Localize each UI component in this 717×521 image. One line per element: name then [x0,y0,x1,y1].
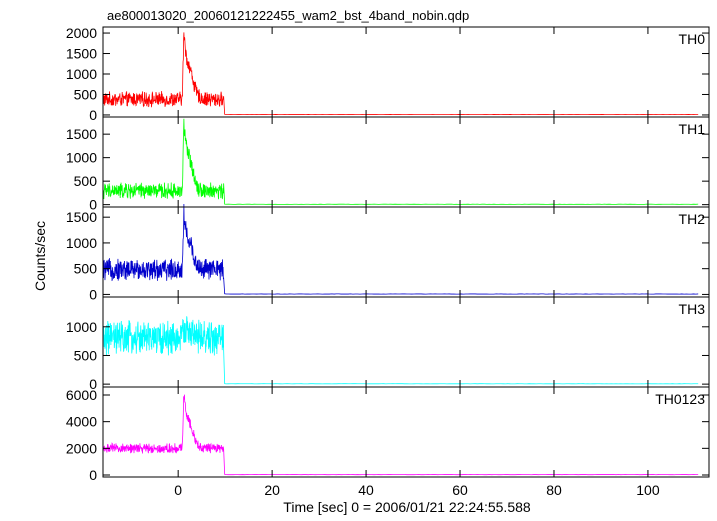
y-tick-label: 0 [89,376,97,392]
y-tick-label: 1000 [66,66,97,82]
y-tick-label: 500 [74,261,98,277]
y-tick-label: 1500 [66,126,97,142]
panel-label: TH2 [679,211,706,227]
y-tick-label: 4000 [66,414,97,430]
y-tick-label: 1500 [66,209,97,225]
x-tick-label: 20 [264,482,280,498]
panel-th0123: 0 2000 4000 6000 TH0123 [66,386,710,483]
series-line-th3 [102,316,699,385]
y-tick-label: 500 [74,86,98,102]
panel-label: TH0 [679,31,706,47]
panel-label: TH0123 [655,391,705,407]
panel-frame [102,116,710,208]
panel-th0: 0 500 1000 1500 2000 TH0 [66,25,710,123]
panel-label: TH3 [679,301,706,317]
y-tick-label: 0 [89,286,97,302]
y-tick-label: 0 [89,107,97,123]
y-tick-label: 0 [89,467,97,483]
y-tick-label: 1500 [66,46,97,62]
y-tick-label: 1000 [66,319,97,335]
x-tick-label: 100 [636,482,660,498]
panel-frame [102,206,710,298]
panel-frame [102,296,710,388]
panel-frame [102,386,710,478]
panel-label: TH1 [679,121,706,137]
panel-th3: 0 500 1000 TH3 [66,296,710,392]
y-tick-label: 0 [89,197,97,213]
series-line-th2 [102,204,699,295]
y-tick-label: 2000 [66,25,97,41]
y-tick-label: 500 [74,347,98,363]
y-tick-label: 6000 [66,387,97,403]
series-line-th0 [102,32,699,116]
panel-frame [102,26,710,118]
series-line-th0123 [102,394,699,476]
panel-th2: 0 500 1000 1500 TH2 [66,204,710,302]
y-axis-label: Counts/sec [32,221,48,291]
x-tick-label: 0 [174,482,182,498]
x-tick-label: 80 [546,482,562,498]
x-tick-label: 40 [358,482,374,498]
y-tick-label: 2000 [66,440,97,456]
chart-title: ae800013020_20060121222455_wam2_bst_4ban… [107,8,469,23]
x-tick-label: 60 [452,482,468,498]
y-tick-label: 500 [74,173,98,189]
x-axis-label: Time [sec] 0 = 2006/01/21 22:24:55.588 [283,499,531,515]
y-tick-label: 1000 [66,235,97,251]
panel-th1: 0 500 1000 1500 TH1 [66,116,710,213]
y-tick-label: 1000 [66,150,97,166]
series-line-th1 [102,118,699,205]
